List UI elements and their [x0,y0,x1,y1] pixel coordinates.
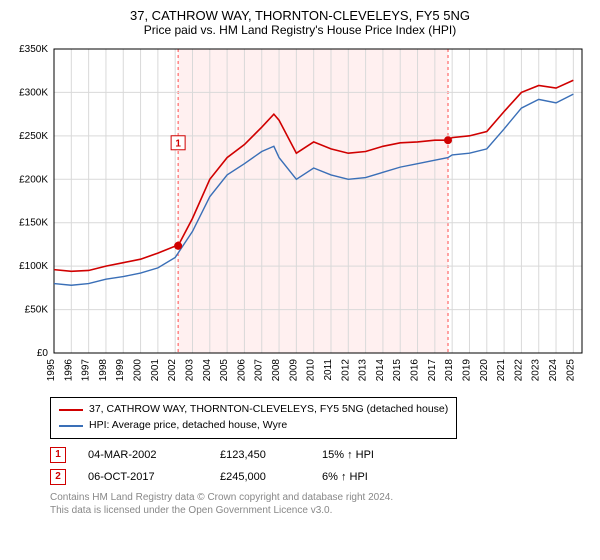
svg-text:2015: 2015 [392,359,403,382]
svg-text:1: 1 [175,138,181,149]
events-table: 1 04-MAR-2002 £123,450 15% ↑ HPI 2 06-OCT-201… [50,447,590,485]
legend-label: HPI: Average price, detached house, Wyre [89,418,287,434]
svg-text:2018: 2018 [444,359,455,382]
svg-text:2008: 2008 [271,359,282,382]
legend-swatch [59,425,83,427]
svg-text:£350K: £350K [19,44,48,55]
event-pct: 6% ↑ HPI [322,471,422,483]
attribution: Contains HM Land Registry data © Crown c… [50,491,590,517]
svg-text:1996: 1996 [63,359,74,382]
svg-text:2006: 2006 [236,359,247,382]
chart-svg: £0 £50K £100K £150K £200K £250K £300K £350K 1995… [10,41,590,386]
svg-text:1998: 1998 [98,359,109,382]
svg-text:2023: 2023 [531,359,542,382]
event-marker: 2 [50,469,66,485]
chart-title-subtitle: Price paid vs. HM Land Registry's House … [10,23,590,37]
svg-text:2007: 2007 [254,359,265,382]
svg-text:2009: 2009 [288,359,299,382]
svg-text:£200K: £200K [19,174,48,185]
svg-text:1995: 1995 [46,359,57,382]
svg-text:2005: 2005 [219,359,230,382]
svg-text:£250K: £250K [19,131,48,142]
svg-text:£150K: £150K [19,218,48,229]
svg-text:2016: 2016 [410,359,421,382]
svg-text:2024: 2024 [548,359,559,382]
svg-text:2020: 2020 [479,359,490,382]
svg-text:£300K: £300K [19,87,48,98]
legend-label: 37, CATHROW WAY, THORNTON-CLEVELEYS, FY5… [89,402,448,418]
svg-text:2021: 2021 [496,359,507,382]
svg-text:2003: 2003 [184,359,195,382]
svg-text:£100K: £100K [19,261,48,272]
chart-title-address: 37, CATHROW WAY, THORNTON-CLEVELEYS, FY5… [10,8,590,23]
svg-text:2014: 2014 [375,359,386,382]
legend-item: 37, CATHROW WAY, THORNTON-CLEVELEYS, FY5… [59,402,448,418]
event-row: 1 04-MAR-2002 £123,450 15% ↑ HPI [50,447,590,463]
svg-text:1999: 1999 [115,359,126,382]
legend-item: HPI: Average price, detached house, Wyre [59,418,448,434]
event-date: 04-MAR-2002 [88,449,198,461]
svg-text:2012: 2012 [340,359,351,382]
attribution-line2: This data is licensed under the Open Gov… [50,504,590,517]
svg-text:2025: 2025 [565,359,576,382]
svg-text:2011: 2011 [323,359,334,381]
svg-text:2019: 2019 [461,359,472,382]
attribution-line1: Contains HM Land Registry data © Crown c… [50,491,590,504]
svg-text:2000: 2000 [133,359,144,382]
svg-text:1997: 1997 [81,359,92,382]
event-price: £245,000 [220,471,300,483]
legend: 37, CATHROW WAY, THORNTON-CLEVELEYS, FY5… [50,397,457,439]
event-date: 06-OCT-2017 [88,471,198,483]
legend-swatch [59,409,83,411]
svg-text:2002: 2002 [167,359,178,382]
svg-text:£0: £0 [37,348,49,359]
svg-text:2004: 2004 [202,359,213,382]
event-row: 2 06-OCT-2017 £245,000 6% ↑ HPI [50,469,590,485]
event-marker: 1 [50,447,66,463]
svg-text:£50K: £50K [25,305,49,316]
svg-text:2022: 2022 [513,359,524,382]
svg-text:2001: 2001 [150,359,161,382]
svg-text:2017: 2017 [427,359,438,382]
svg-text:2010: 2010 [306,359,317,382]
svg-text:2013: 2013 [358,359,369,382]
price-chart: £0 £50K £100K £150K £200K £250K £300K £350K 1995… [10,41,590,391]
event-pct: 15% ↑ HPI [322,449,422,461]
event-price: £123,450 [220,449,300,461]
